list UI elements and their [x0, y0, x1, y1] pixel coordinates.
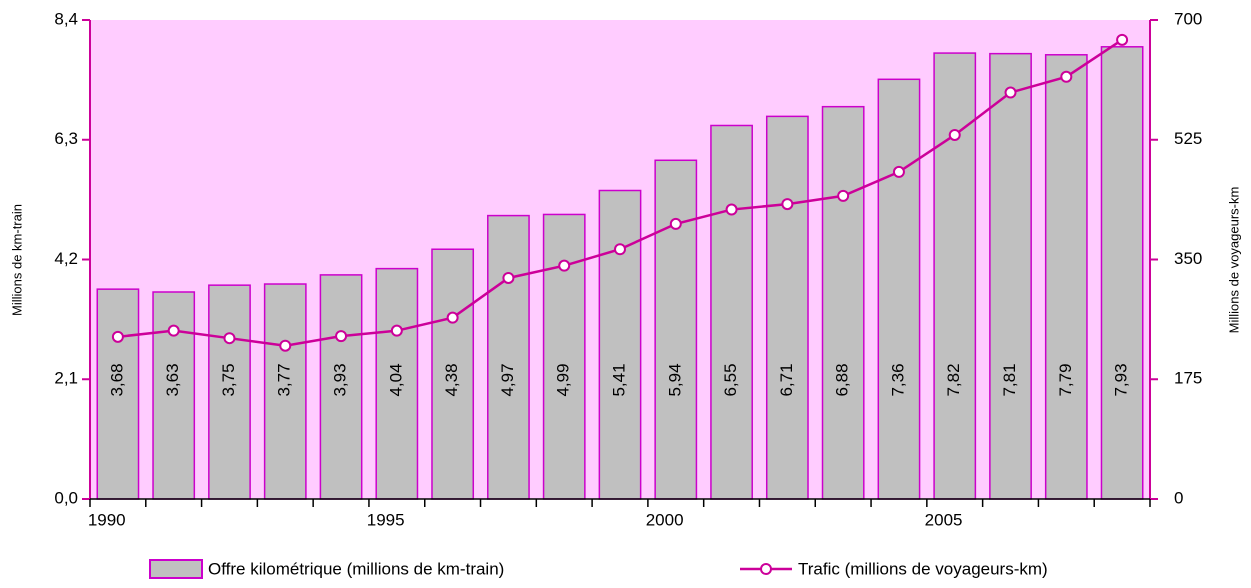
legend-marker: [760, 563, 772, 575]
y-tick-label: 0,0: [54, 488, 78, 507]
x-tick-label: 2005: [925, 510, 963, 529]
bar: [933, 52, 977, 500]
bar: [375, 267, 419, 500]
y2-tick-label: 175: [1174, 369, 1202, 388]
bar-value-label: 7,82: [944, 363, 963, 396]
bar-value-label: 4,38: [442, 363, 461, 396]
bar-value-label: 3,75: [219, 363, 238, 396]
bar: [1044, 54, 1088, 500]
y2-tick-label: 350: [1174, 249, 1202, 268]
bar: [989, 52, 1032, 500]
y-axis-title: Millions de km-train: [9, 204, 24, 316]
bar-value-label: 7,79: [1056, 363, 1075, 396]
y2-tick-label: 700: [1174, 9, 1202, 28]
x-tick-label: 1995: [367, 510, 405, 529]
bar: [431, 248, 475, 500]
y2-tick-label: 0: [1174, 488, 1183, 507]
bar-value-label: 4,04: [386, 363, 405, 396]
bar-value-label: 7,81: [1000, 363, 1019, 396]
line-point: [558, 259, 571, 272]
bar-value-label: 5,41: [609, 363, 628, 396]
y-tick-label: 6,3: [54, 129, 78, 148]
y2-axis-title: Millions de voyageurs-km: [1226, 187, 1241, 334]
bar: [1100, 46, 1144, 500]
line-point: [335, 330, 348, 343]
bar-value-label: 3,68: [107, 363, 126, 396]
line-point: [781, 198, 794, 211]
line-point: [948, 128, 961, 141]
legend-swatch: [149, 559, 203, 579]
x-tick-label: 1990: [88, 510, 126, 529]
line-point: [1060, 70, 1073, 83]
bar: [821, 105, 865, 500]
bar: [208, 284, 251, 500]
bar-value-label: 3,93: [331, 363, 350, 396]
line-point: [1116, 33, 1129, 46]
bar-value-label: 6,71: [777, 363, 796, 396]
line-point: [892, 165, 905, 178]
legend-label: Trafic (millions de voyageurs-km): [798, 559, 1048, 578]
line-point: [502, 271, 515, 284]
bar-value-label: 7,36: [888, 363, 907, 396]
bar-value-label: 6,88: [833, 363, 852, 396]
line-point: [837, 189, 850, 202]
bar: [487, 214, 530, 500]
y-tick-label: 4,2: [54, 249, 78, 268]
bar-value-label: 7,93: [1112, 363, 1131, 396]
y-tick-label: 2,1: [54, 369, 78, 388]
line-point: [223, 332, 236, 345]
bar: [877, 78, 921, 500]
bar-value-label: 4,99: [554, 363, 573, 396]
line-point: [390, 324, 403, 337]
legend-label: Offre kilométrique (millions de km-train…: [208, 559, 504, 578]
bar: [710, 124, 753, 500]
bar-value-label: 4,97: [498, 363, 517, 396]
x-tick-label: 2000: [646, 510, 684, 529]
bar: [654, 159, 698, 500]
bar: [765, 115, 809, 500]
line-point: [167, 324, 180, 337]
line-point: [669, 217, 682, 230]
bar-value-label: 3,63: [163, 363, 182, 396]
bar: [319, 274, 363, 500]
bar: [598, 189, 642, 500]
line-point: [446, 311, 459, 324]
bar-value-label: 5,94: [665, 363, 684, 396]
bar: [96, 288, 140, 500]
line-point: [279, 339, 292, 352]
line-point: [725, 203, 738, 216]
y2-tick-label: 525: [1174, 129, 1202, 148]
bar-value-label: 6,55: [721, 363, 740, 396]
y-tick-label: 8,4: [54, 9, 78, 28]
line-point: [614, 243, 626, 256]
line-point: [111, 330, 124, 343]
bar-value-label: 3,77: [275, 363, 294, 396]
bar: [542, 213, 586, 500]
line-point: [1004, 86, 1017, 99]
